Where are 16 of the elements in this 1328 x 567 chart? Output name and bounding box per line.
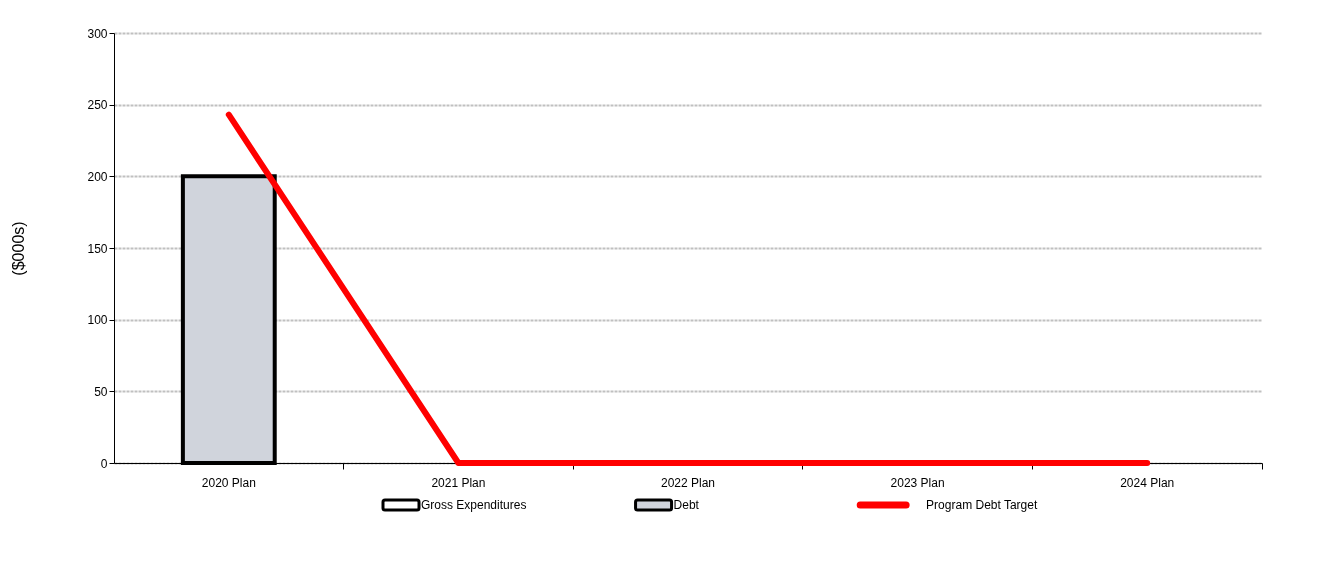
x-tick-label: 2021 Plan (431, 475, 486, 490)
y-tick-label: 50 (94, 384, 108, 399)
y-tick-label: 100 (87, 313, 108, 328)
x-tick-label: 2020 Plan (201, 475, 256, 490)
y-axis-title: ($000s) (10, 221, 28, 276)
x-tick-label: 2022 Plan (660, 475, 716, 490)
y-tick-label: 0 (100, 456, 108, 471)
x-tick-label: 2023 Plan (890, 475, 945, 490)
x-tick-label: 2024 Plan (1120, 475, 1175, 490)
legend-label: Gross Expenditures (421, 498, 527, 512)
legend-label: Program Debt Target (926, 498, 1038, 512)
y-tick-label: 300 (87, 26, 108, 41)
y-tick-label: 200 (87, 169, 108, 184)
legend-label: Debt (673, 498, 700, 512)
y-tick-label: 150 (87, 241, 108, 256)
y-tick-label: 250 (87, 98, 108, 113)
